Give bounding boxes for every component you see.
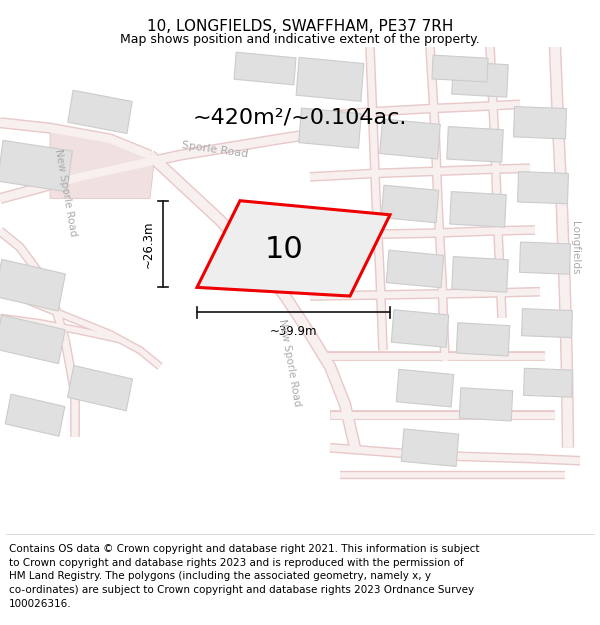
Polygon shape: [0, 259, 65, 311]
Text: HM Land Registry. The polygons (including the associated geometry, namely x, y: HM Land Registry. The polygons (includin…: [9, 571, 431, 581]
Polygon shape: [514, 107, 566, 139]
Polygon shape: [50, 128, 155, 199]
Polygon shape: [197, 201, 390, 296]
Text: Map shows position and indicative extent of the property.: Map shows position and indicative extent…: [120, 32, 480, 46]
Polygon shape: [380, 119, 440, 159]
Text: 10, LONGFIELDS, SWAFFHAM, PE37 7RH: 10, LONGFIELDS, SWAFFHAM, PE37 7RH: [147, 19, 453, 34]
Text: Contains OS data © Crown copyright and database right 2021. This information is : Contains OS data © Crown copyright and d…: [9, 544, 479, 554]
Polygon shape: [447, 127, 503, 162]
Polygon shape: [234, 52, 296, 85]
Text: ~420m²/~0.104ac.: ~420m²/~0.104ac.: [193, 107, 407, 127]
Polygon shape: [299, 108, 361, 148]
Polygon shape: [391, 310, 449, 348]
Polygon shape: [520, 242, 571, 274]
Text: Longfields: Longfields: [570, 221, 580, 274]
Polygon shape: [452, 257, 508, 292]
Text: to Crown copyright and database rights 2023 and is reproduced with the permissio: to Crown copyright and database rights 2…: [9, 558, 464, 568]
Text: co-ordinates) are subject to Crown copyright and database rights 2023 Ordnance S: co-ordinates) are subject to Crown copyr…: [9, 585, 474, 595]
Polygon shape: [5, 394, 65, 436]
Polygon shape: [450, 192, 506, 227]
Polygon shape: [432, 55, 488, 82]
Polygon shape: [0, 141, 73, 192]
Polygon shape: [401, 429, 459, 466]
Polygon shape: [296, 58, 364, 101]
Text: New Sporle Road: New Sporle Road: [277, 319, 302, 408]
Polygon shape: [518, 172, 568, 204]
Polygon shape: [68, 366, 133, 411]
Text: New Sporle Road: New Sporle Road: [53, 149, 79, 238]
Text: ~26.3m: ~26.3m: [142, 220, 155, 268]
Polygon shape: [460, 388, 512, 421]
Polygon shape: [0, 315, 65, 364]
Polygon shape: [452, 62, 508, 97]
Text: 10: 10: [265, 235, 304, 264]
Polygon shape: [381, 185, 439, 222]
Polygon shape: [396, 369, 454, 407]
Polygon shape: [457, 322, 509, 356]
Polygon shape: [521, 309, 572, 338]
Text: Sporle Road: Sporle Road: [181, 140, 249, 159]
Text: 100026316.: 100026316.: [9, 599, 71, 609]
Polygon shape: [386, 250, 444, 288]
Polygon shape: [68, 90, 132, 134]
Polygon shape: [524, 368, 572, 397]
Text: ~39.9m: ~39.9m: [270, 325, 317, 338]
